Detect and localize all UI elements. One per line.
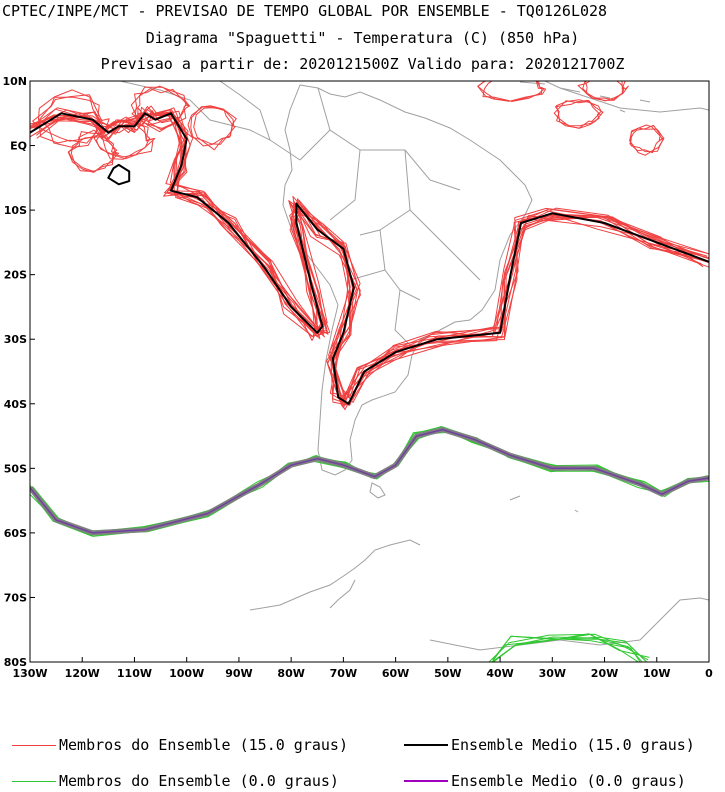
mean-0-band <box>30 427 709 536</box>
member-0-contour <box>30 426 709 537</box>
member-0-contour <box>30 426 708 533</box>
member-0-contour <box>30 428 709 535</box>
legend-label: Membros do Ensemble (0.0 graus) <box>59 772 339 790</box>
contour-layer <box>30 81 709 662</box>
lat-tick-label: 80S <box>4 656 27 669</box>
member-15-contour <box>30 109 706 403</box>
member-15-blob <box>67 129 118 173</box>
member-15-contour <box>35 112 709 406</box>
member-15-blob <box>68 131 118 173</box>
lon-tick-label: 100W <box>169 667 204 680</box>
lat-tick-label: 10S <box>4 204 27 217</box>
caribbean-islands <box>519 81 651 113</box>
lon-tick-label: 40W <box>486 667 513 680</box>
lat-tick-label: 70S <box>4 591 27 604</box>
legend-label: Ensemble Medio (0.0 graus) <box>451 772 686 790</box>
member-15-blob <box>582 81 629 102</box>
member-15-blob <box>477 81 547 102</box>
member-15-blob <box>554 99 602 127</box>
member-0-south <box>488 633 649 662</box>
lon-tick-label: 70W <box>330 667 357 680</box>
member-0-contour <box>30 427 709 534</box>
lat-tick-label: 10N <box>2 75 27 88</box>
legend-item: Membros do Ensemble (0.0 graus) <box>12 771 339 791</box>
legend-label: Ensemble Medio (15.0 graus) <box>451 736 695 754</box>
lat-tick-label: 30S <box>4 333 27 346</box>
legend-item: Membros do Ensemble (15.0 graus) <box>12 735 348 755</box>
member-15-contour <box>30 111 708 406</box>
title-line-2: Diagrama "Spaguetti" - Temperatura (C) (… <box>145 29 580 47</box>
member-0-south <box>493 635 643 662</box>
legend-item: Ensemble Medio (0.0 graus) <box>404 771 686 791</box>
lon-tick-label: 0 <box>705 667 713 680</box>
member-0-contour <box>31 428 709 536</box>
title-line-1: CPTEC/INPE/MCT - PREVISAO DE TEMPO GLOBA… <box>2 2 608 20</box>
title-line-3: Previsao a partir de: 2020121500Z Valido… <box>100 55 625 73</box>
member-15-blob <box>130 86 191 129</box>
lon-tick-label: 50W <box>434 667 461 680</box>
member-15-blob <box>629 124 664 156</box>
member-15-blob <box>629 127 665 154</box>
member-0-contour <box>30 428 707 532</box>
lon-tick-label: 90W <box>225 667 252 680</box>
lon-tick-label: 80W <box>277 667 304 680</box>
member-0-contour <box>32 427 707 532</box>
member-15-blob <box>482 81 545 102</box>
lat-tick-label: 50S <box>4 462 27 475</box>
member-0-contour <box>30 432 708 536</box>
africa-coast <box>544 81 709 113</box>
legend-swatch <box>12 744 56 746</box>
map-frame <box>29 80 710 663</box>
south-america-coast <box>282 84 533 476</box>
legend-swatch <box>404 780 448 782</box>
central-america-coast <box>119 81 301 161</box>
lon-tick-label: 60W <box>382 667 409 680</box>
mean-15-contour <box>30 112 709 405</box>
lat-tick-label: 20S <box>4 269 27 282</box>
member-15-contour <box>30 105 709 406</box>
legend-swatch <box>12 780 56 782</box>
country-borders <box>299 87 481 346</box>
member-15-contour <box>30 110 702 403</box>
member-15-blob <box>99 116 156 160</box>
coastline-layer <box>119 81 709 651</box>
lon-tick-label: 110W <box>117 667 152 680</box>
member-0-south <box>490 633 640 662</box>
lat-tick-label: 40S <box>4 398 27 411</box>
legend-swatch <box>404 744 448 746</box>
lon-tick-label: 10W <box>643 667 670 680</box>
member-15-blob <box>134 85 187 130</box>
lat-tick-label: EQ <box>10 140 27 153</box>
member-15-blob <box>553 100 601 129</box>
south-georgia <box>509 495 579 513</box>
mean-15-loop <box>107 163 131 186</box>
antarctica-coast <box>249 539 709 651</box>
member-15-blob <box>70 135 120 172</box>
lon-tick-label: 30W <box>539 667 566 680</box>
member-15-contour <box>30 107 704 406</box>
member-15-blob <box>193 107 237 151</box>
member-0-contour <box>30 428 709 534</box>
legend-label: Membros do Ensemble (15.0 graus) <box>59 736 348 754</box>
member-15-blob <box>190 106 235 147</box>
lat-tick-label: 60S <box>4 527 27 540</box>
mean-0-contour <box>30 428 709 534</box>
lon-tick-label: 20W <box>591 667 618 680</box>
legend-item: Ensemble Medio (15.0 graus) <box>404 735 695 755</box>
member-0-contour <box>33 427 708 536</box>
falklands <box>369 482 386 499</box>
lon-tick-label: 130W <box>12 667 47 680</box>
lon-tick-label: 120W <box>65 667 100 680</box>
